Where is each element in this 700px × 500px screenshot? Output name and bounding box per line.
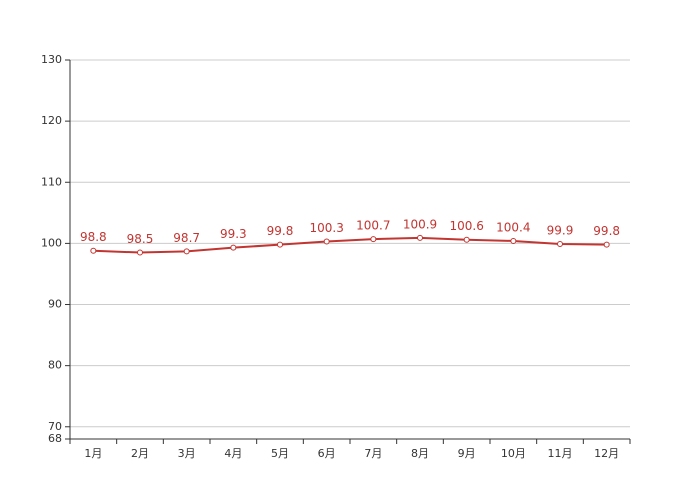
data-label: 99.3	[220, 227, 247, 241]
point	[183, 248, 190, 255]
point	[463, 236, 470, 243]
data-label: 99.8	[593, 224, 620, 238]
x-tick-label: 3月	[178, 447, 196, 460]
line	[93, 236, 607, 254]
point	[230, 244, 237, 251]
x-tick-label: 7月	[364, 447, 382, 460]
y-tick-label: 100	[41, 236, 62, 249]
point	[510, 237, 517, 244]
x-tick-label: 6月	[318, 447, 336, 460]
y-tick-label: 70	[48, 420, 62, 433]
y-tick-label: 68	[48, 432, 62, 445]
y-tick-label: 110	[41, 175, 62, 188]
data-label: 100.9	[403, 217, 437, 231]
x-tick-label: 9月	[458, 447, 476, 460]
data-label: 99.8	[267, 224, 294, 238]
point	[417, 234, 423, 241]
data-label: 98.7	[173, 231, 200, 245]
x-tick-label: 10月	[501, 447, 526, 460]
data-label: 100.3	[309, 221, 343, 235]
x-tick-label: 8月	[411, 447, 429, 460]
x-tick-label: 5月	[271, 447, 289, 460]
y-tick-label: 80	[48, 359, 62, 372]
data-label: 98.5	[127, 232, 154, 246]
x-tick-label: 12月	[594, 447, 619, 460]
point	[603, 241, 610, 248]
point	[323, 238, 330, 245]
data-label: 100.4	[496, 220, 530, 234]
x-tick-label: 2月	[131, 447, 149, 460]
data-label: 100.6	[449, 219, 483, 233]
point	[557, 240, 563, 247]
data-label: 98.8	[80, 230, 107, 244]
y-tick-label: 120	[41, 114, 62, 127]
x-tick-label: 11月	[548, 447, 573, 460]
data-label: 99.9	[547, 223, 574, 237]
point	[277, 241, 283, 248]
x-tick-label: 1月	[84, 447, 102, 460]
y-tick-label: 130	[41, 53, 62, 66]
y-tick-label: 90	[48, 298, 62, 311]
point	[370, 236, 377, 243]
x-tick-label: 4月	[224, 447, 242, 460]
point	[137, 249, 143, 256]
data-label: 100.7	[356, 219, 390, 233]
point	[90, 247, 97, 254]
